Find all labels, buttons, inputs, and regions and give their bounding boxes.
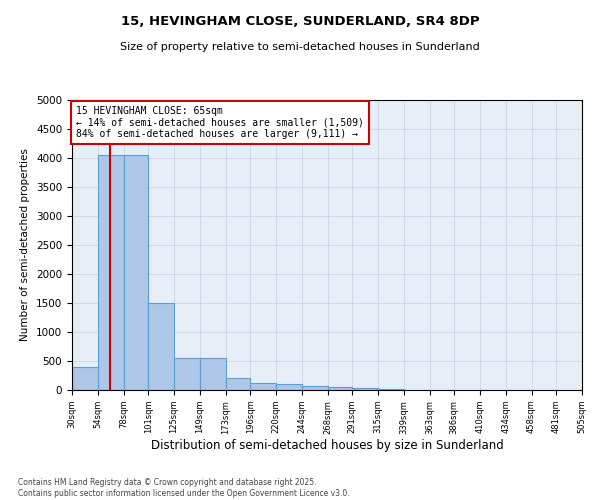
Bar	[250, 383, 276, 390]
Bar	[226, 378, 250, 390]
Bar	[328, 386, 352, 390]
Bar	[378, 389, 404, 390]
Bar	[124, 155, 148, 390]
X-axis label: Distribution of semi-detached houses by size in Sunderland: Distribution of semi-detached houses by …	[151, 440, 503, 452]
Bar	[148, 303, 174, 390]
Text: 15, HEVINGHAM CLOSE, SUNDERLAND, SR4 8DP: 15, HEVINGHAM CLOSE, SUNDERLAND, SR4 8DP	[121, 15, 479, 28]
Bar	[276, 384, 302, 390]
Text: Size of property relative to semi-detached houses in Sunderland: Size of property relative to semi-detach…	[120, 42, 480, 52]
Bar	[174, 358, 200, 390]
Bar	[72, 367, 98, 390]
Y-axis label: Number of semi-detached properties: Number of semi-detached properties	[20, 148, 31, 342]
Text: 15 HEVINGHAM CLOSE: 65sqm
← 14% of semi-detached houses are smaller (1,509)
84% : 15 HEVINGHAM CLOSE: 65sqm ← 14% of semi-…	[76, 106, 364, 139]
Bar	[352, 388, 378, 390]
Text: Contains HM Land Registry data © Crown copyright and database right 2025.
Contai: Contains HM Land Registry data © Crown c…	[18, 478, 350, 498]
Bar	[200, 358, 226, 390]
Bar	[302, 386, 328, 390]
Bar	[98, 155, 124, 390]
